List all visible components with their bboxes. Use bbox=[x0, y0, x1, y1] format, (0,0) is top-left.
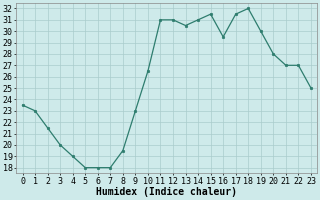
X-axis label: Humidex (Indice chaleur): Humidex (Indice chaleur) bbox=[96, 187, 237, 197]
